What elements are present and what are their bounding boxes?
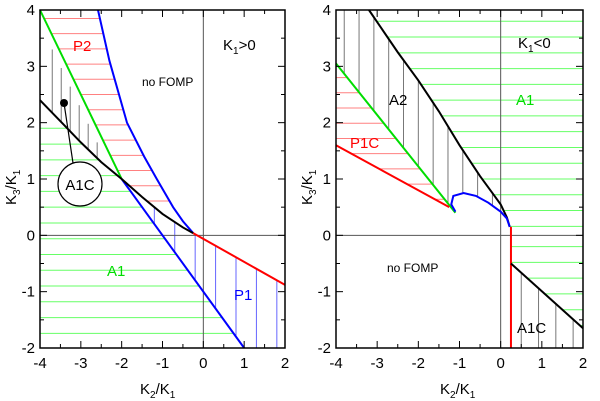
x-tick-label: -2 xyxy=(412,355,425,372)
y-axis-label: K3/K1 xyxy=(299,169,319,205)
x-tick-label: 1 xyxy=(538,355,546,372)
region-label-a1: A1 xyxy=(107,263,125,280)
y-tick-label: -1 xyxy=(318,284,331,301)
callout-dot xyxy=(60,99,68,107)
phase-boundary xyxy=(368,9,511,228)
x-tick-label: 2 xyxy=(579,355,587,372)
region-label-no-fomp: no FOMP xyxy=(387,261,438,275)
region-label-a1: A1 xyxy=(516,92,534,109)
condition-label: K1>0 xyxy=(223,37,256,57)
x-tick-label: -1 xyxy=(156,355,169,372)
panel-k1-positive: -4 -3 -2 -1 0 1 2 -2 -1 0 1 2 3 4 xyxy=(22,2,290,372)
y-tick-label: 2 xyxy=(323,115,331,132)
region-label-no-fomp: no FOMP xyxy=(142,75,193,89)
phase-boundary xyxy=(120,178,245,349)
y-tick-label: 2 xyxy=(27,115,35,132)
phase-boundary xyxy=(335,62,457,214)
phase-boundary xyxy=(510,262,584,330)
y-tick-label: 4 xyxy=(323,2,331,19)
y-tick-label: 3 xyxy=(323,58,331,75)
phase-boundary xyxy=(39,9,123,180)
y-tick-label: 3 xyxy=(27,58,35,75)
region-label-a1c: A1C xyxy=(65,177,94,194)
y-tick-label: 4 xyxy=(27,2,35,19)
y-tick-label: 0 xyxy=(27,227,35,244)
y-tick-label: -2 xyxy=(22,340,35,357)
region-label-a1c: A1C xyxy=(517,320,546,337)
y-tick-label: 0 xyxy=(323,227,331,244)
phase-boundary xyxy=(97,9,194,234)
callout-leader-line xyxy=(63,102,74,164)
callout-circle xyxy=(57,161,103,207)
x-tick-label: -2 xyxy=(115,355,128,372)
region-label-p2: P2 xyxy=(73,38,91,55)
region-label-p1: P1 xyxy=(234,287,252,304)
y-axis-label: K3/K1 xyxy=(3,169,23,205)
x-axis-label: K2/K1 xyxy=(140,381,176,401)
condition-label: K1<0 xyxy=(518,35,551,55)
phase-boundary xyxy=(450,192,511,228)
phase-boundary xyxy=(335,144,450,209)
phase-boundary xyxy=(192,232,286,286)
phase-boundary xyxy=(39,99,194,234)
x-tick-label: 0 xyxy=(199,355,207,372)
y-tick-label: 1 xyxy=(323,171,331,188)
panel-k1-negative: -4 -3 -2 -1 0 1 2 -2 -1 0 1 2 3 4 xyxy=(318,2,588,372)
x-axis-label: K2/K1 xyxy=(440,381,476,401)
y-tick-label: 1 xyxy=(27,171,35,188)
x-tick-label: -4 xyxy=(33,355,46,372)
x-tick-label: 1 xyxy=(240,355,248,372)
x-tick-label: -3 xyxy=(370,355,383,372)
region-label-a2: A2 xyxy=(389,92,407,109)
region-label-p1c: P1C xyxy=(350,135,379,152)
x-tick-label: 0 xyxy=(496,355,504,372)
x-tick-label: -1 xyxy=(453,355,466,372)
y-tick-label: -1 xyxy=(22,284,35,301)
x-tick-label: 2 xyxy=(281,355,289,372)
a1c-callout: A1C xyxy=(57,99,103,207)
y-tick-label: -2 xyxy=(318,340,331,357)
x-tick-label: -3 xyxy=(74,355,87,372)
x-tick-label: -4 xyxy=(329,355,342,372)
